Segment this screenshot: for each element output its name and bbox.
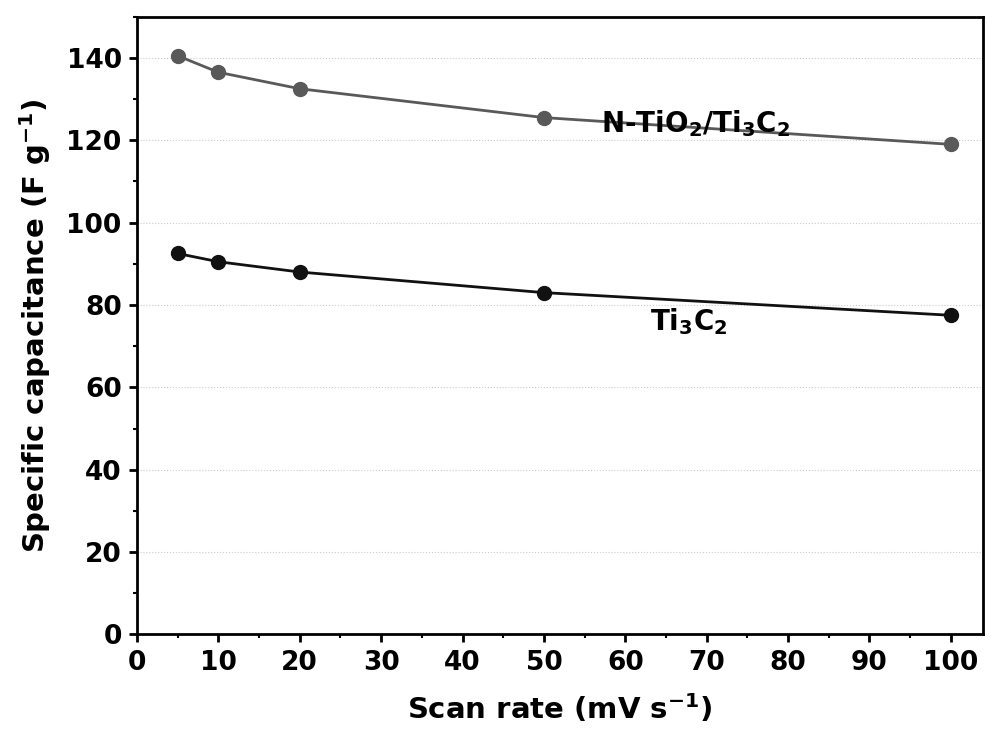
Text: Ti$_3$C$_2$: Ti$_3$C$_2$: [650, 306, 727, 337]
Y-axis label: Specific capacitance (F g$^{-1}$): Specific capacitance (F g$^{-1}$): [17, 99, 53, 553]
X-axis label: Scan rate (mV s$^{-1}$): Scan rate (mV s$^{-1}$): [407, 692, 713, 726]
Text: N-TiO$_2$/Ti$_3$C$_2$: N-TiO$_2$/Ti$_3$C$_2$: [601, 108, 790, 139]
